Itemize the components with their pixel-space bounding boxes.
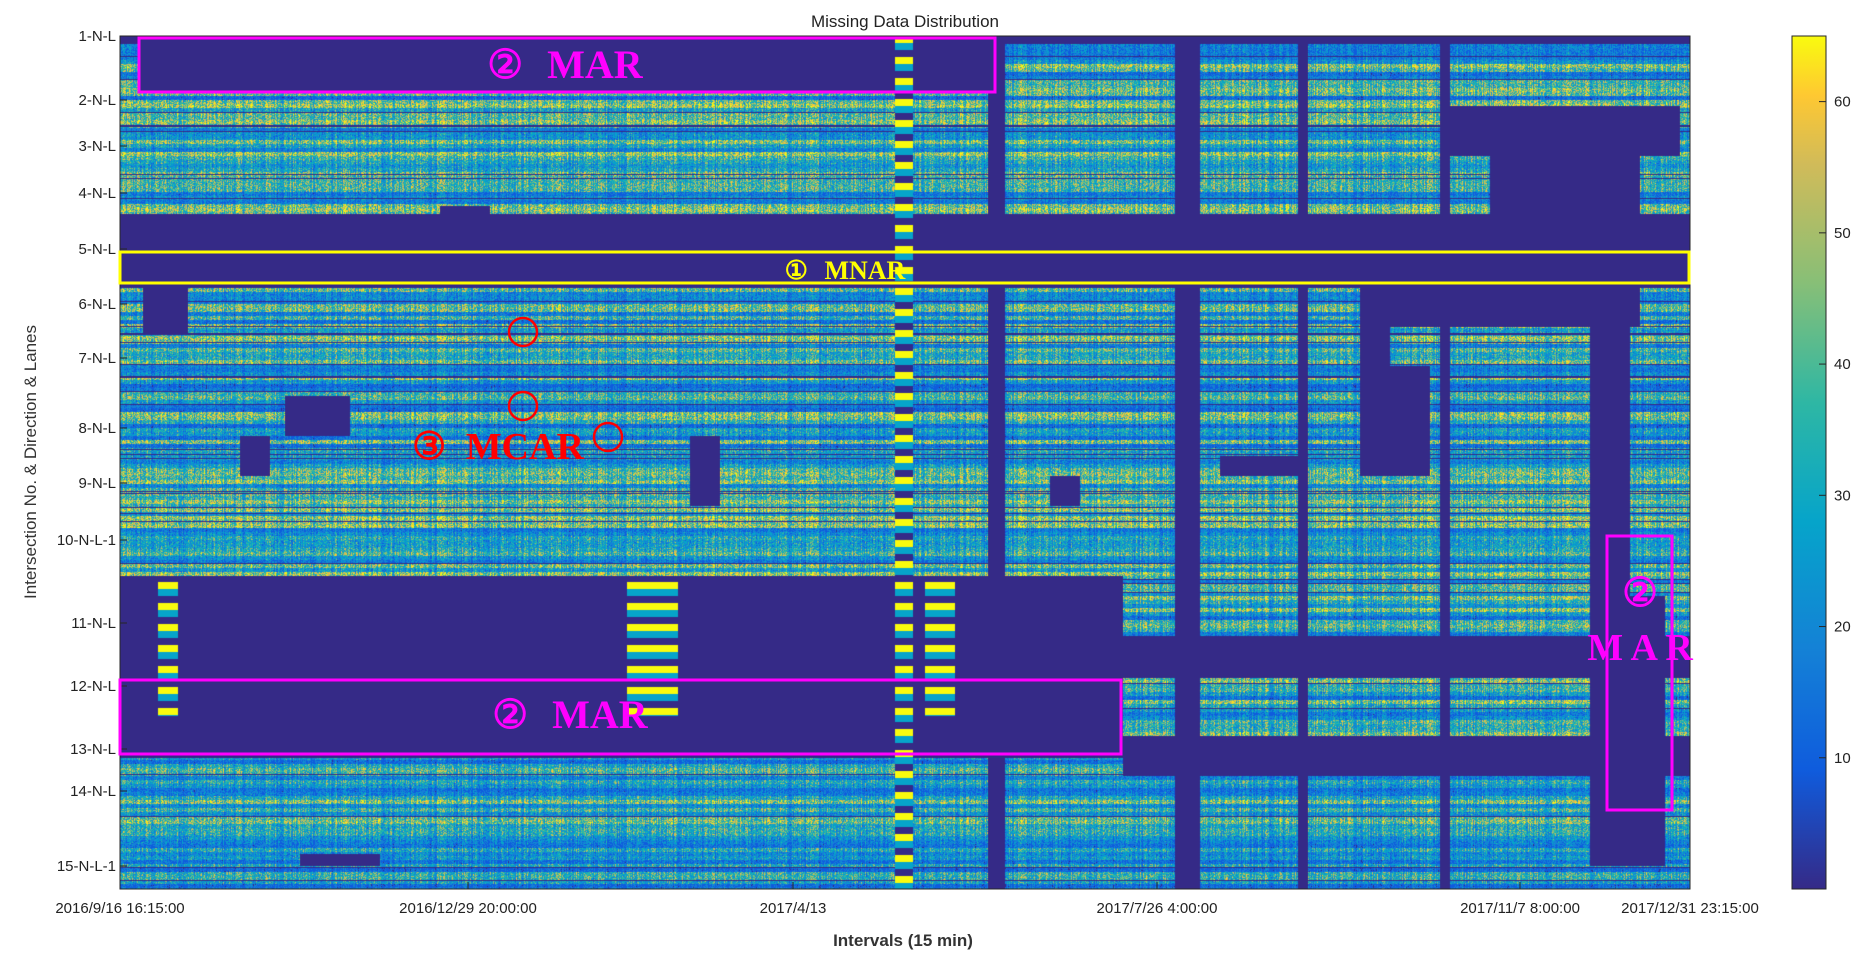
y-tick-label: 2-N-L (78, 92, 116, 109)
x-tick-label: 2017/4/13 (760, 900, 827, 917)
colorbar-tick-label: 60 (1834, 94, 1851, 111)
annotation-mar-top-number: ② (487, 42, 523, 87)
annotation-mar-top-label: MAR (547, 42, 644, 87)
chart-title: Missing Data Distribution (811, 12, 999, 31)
x-tick-label: 2017/12/31 23:15:00 (1621, 900, 1759, 917)
y-tick-label: 10-N-L-1 (57, 532, 116, 549)
x-axis: 2016/9/16 16:15:00 2016/12/29 20:00:00 201… (55, 882, 1759, 917)
colorbar (1791, 35, 1827, 890)
mcar-circle-3 (592, 421, 624, 453)
plot-frame (119, 35, 1691, 890)
annotation-mcar-number: ③ (412, 426, 446, 468)
x-axis-label: Intervals (15 min) (833, 931, 973, 950)
y-tick-label: 12-N-L (70, 678, 116, 695)
colorbar-tick-label: 10 (1834, 750, 1851, 767)
annotation-mnar-label: MNAR (824, 256, 905, 285)
annotation-mnar: ① MNAR (118, 250, 1691, 285)
annotation-mar-bottom-label: MAR (552, 692, 649, 737)
annotation-mcar: ③ MCAR (412, 316, 624, 468)
y-tick-label: 14-N-L (70, 783, 116, 800)
colorbar-tick-label: 30 (1834, 487, 1851, 504)
annotation-mar-right-number: ② (1622, 570, 1658, 615)
y-tick-label: 7-N-L (78, 350, 116, 367)
annotation-mar-bottom-number: ② (492, 692, 528, 737)
colorbar-tick-label: 20 (1834, 619, 1851, 636)
y-tick-label: 8-N-L (78, 420, 116, 437)
y-tick-label: 15-N-L-1 (57, 858, 116, 875)
svg-text:③ MCAR: ③ MCAR (412, 426, 584, 468)
y-tick-label: 6-N-L (78, 296, 116, 313)
y-tick-label: 5-N-L (78, 241, 116, 258)
x-tick-label: 2017/11/7 8:00:00 (1460, 900, 1580, 917)
heatmap-cells (120, 36, 1690, 889)
colorbar-tick-label: 40 (1834, 356, 1851, 373)
mcar-circle-1 (507, 316, 539, 348)
colorbar-ticks: 10 20 30 40 50 60 (1819, 94, 1851, 767)
x-tick-label: 2016/9/16 16:15:00 (55, 900, 184, 917)
svg-text:② MAR: ② MAR (487, 42, 644, 87)
y-axis: 1-N-L 2-N-L 3-N-L 4-N-L 5-N-L 6-N-L 7-N-L 8-N-L… (57, 28, 127, 875)
x-tick-label: 2016/12/29 20:00:00 (399, 900, 537, 917)
annotation-mar-top: ② MAR (137, 36, 997, 94)
annotation-mar-right-label: M A R (1587, 627, 1693, 669)
svg-text:② MAR: ② MAR (492, 692, 649, 737)
y-tick-label: 11-N-L (71, 615, 116, 632)
y-tick-label: 9-N-L (78, 475, 116, 492)
annotation-mnar-number: ① (785, 256, 808, 285)
colorbar-tick-label: 50 (1834, 225, 1851, 242)
x-tick-label: 2017/7/26 4:00:00 (1097, 900, 1218, 917)
svg-text:① MNAR: ① MNAR (785, 256, 906, 285)
annotation-mcar-label: MCAR (466, 426, 585, 468)
annotation-mar-right: ② M A R (1587, 534, 1693, 812)
y-tick-label: 1-N-L (78, 28, 116, 45)
heatmap-raster (120, 36, 1690, 889)
mcar-circle-2 (507, 390, 539, 422)
y-tick-label: 13-N-L (70, 741, 116, 758)
y-tick-label: 3-N-L (78, 138, 116, 155)
y-tick-label: 4-N-L (78, 185, 116, 202)
y-axis-label: Intersection No. & Direction & Lanes (21, 325, 40, 599)
annotation-mar-bottom: ② MAR (118, 678, 1123, 756)
